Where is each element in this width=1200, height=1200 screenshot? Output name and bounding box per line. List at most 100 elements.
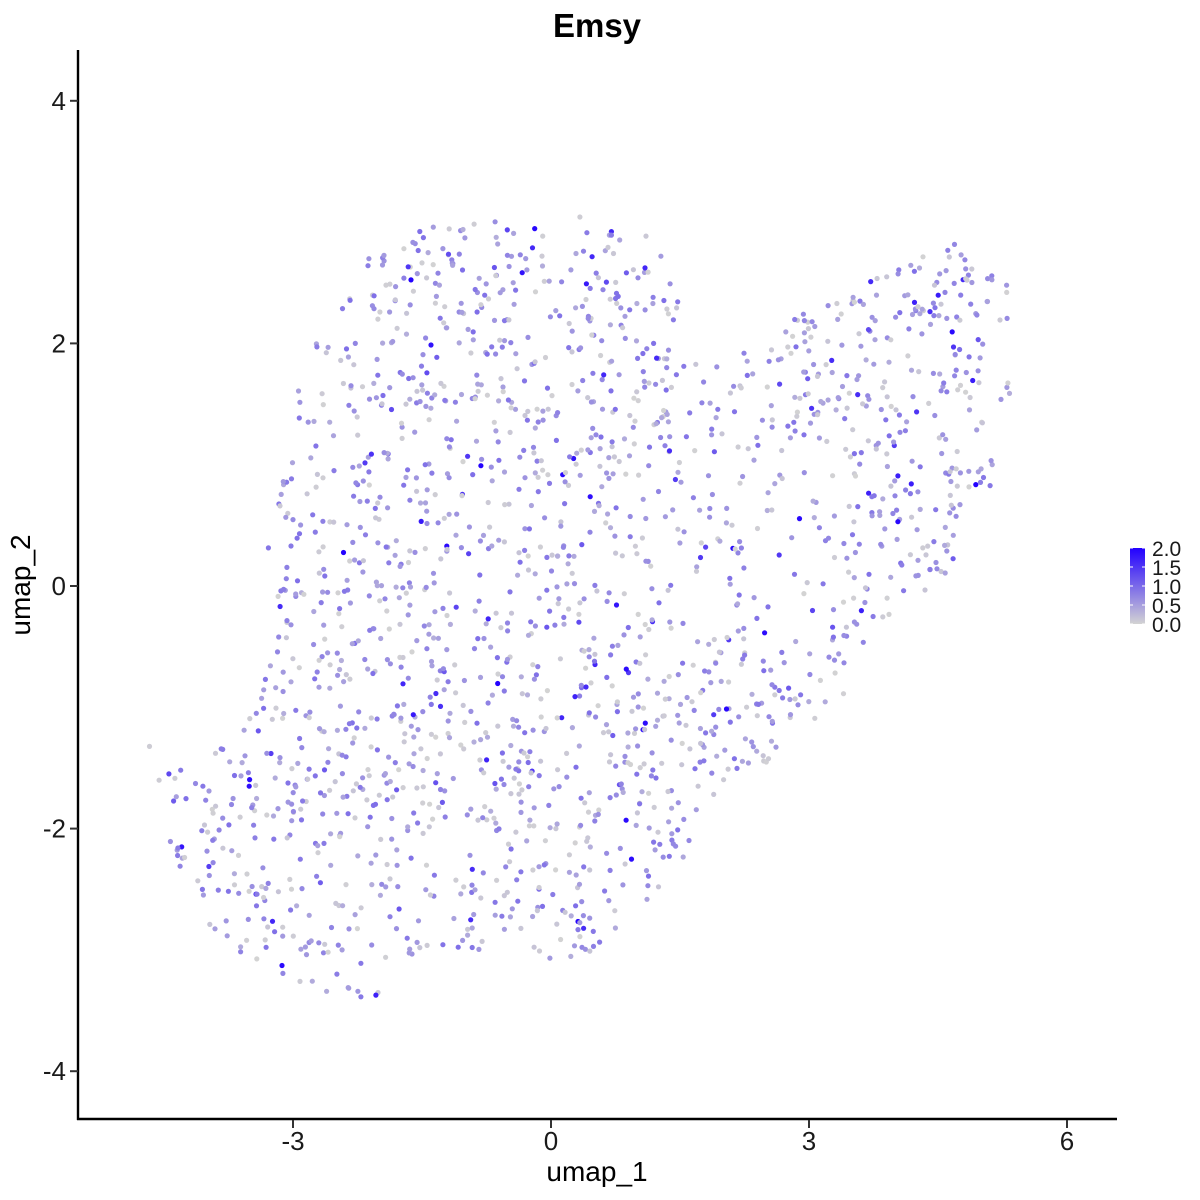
cell-point: [693, 361, 699, 367]
cell-point: [392, 297, 398, 303]
cell-point: [668, 625, 674, 631]
cell-point: [698, 540, 704, 546]
cell-point: [637, 634, 643, 640]
cell-point: [557, 313, 563, 319]
cell-point: [267, 663, 273, 669]
cell-point: [880, 614, 886, 620]
cell-point: [547, 314, 554, 320]
cell-point: [605, 244, 611, 250]
cell-point: [576, 743, 582, 749]
cell-point: [866, 490, 872, 496]
cell-point: [557, 656, 564, 662]
cell-point: [582, 946, 589, 952]
cell-point: [665, 419, 672, 425]
cell-point: [206, 863, 212, 870]
cell-point: [238, 944, 244, 950]
cell-point: [393, 538, 399, 544]
cell-point: [507, 589, 513, 595]
cell-point: [280, 669, 286, 675]
cell-point: [460, 702, 466, 709]
cell-point: [612, 925, 619, 931]
cell-point: [308, 455, 314, 461]
cell-point: [650, 767, 656, 773]
x-tick-label: 3: [802, 1126, 816, 1156]
cell-point: [650, 300, 656, 307]
cell-point: [298, 817, 305, 823]
cell-point: [381, 450, 387, 456]
cell-point: [320, 544, 326, 550]
cell-point: [930, 370, 937, 376]
cell-point: [573, 764, 579, 770]
cell-point: [587, 285, 593, 291]
cell-point: [866, 571, 872, 577]
cell-point: [471, 221, 477, 227]
cell-point: [602, 888, 608, 894]
cell-point: [492, 219, 498, 225]
cell-point: [927, 566, 933, 573]
cell-point: [583, 684, 589, 690]
cell-point: [440, 666, 446, 672]
cell-point: [544, 385, 551, 391]
cell-point: [623, 270, 630, 276]
cell-point: [965, 272, 972, 278]
cell-point: [937, 271, 943, 277]
cell-point: [402, 731, 408, 737]
cell-point: [382, 771, 388, 777]
cell-point: [294, 535, 300, 541]
cell-point: [540, 467, 546, 473]
cell-point: [504, 620, 511, 626]
cell-point: [316, 657, 322, 663]
cell-point: [207, 921, 213, 928]
cell-point: [387, 778, 393, 785]
cell-point: [613, 602, 620, 608]
cell-point: [239, 760, 245, 766]
cell-point: [552, 622, 558, 628]
cell-point: [593, 270, 599, 276]
cell-point: [320, 518, 326, 524]
cell-point: [755, 442, 761, 448]
cell-point: [515, 898, 521, 904]
cell-point: [871, 361, 877, 367]
cell-point: [434, 354, 440, 360]
cell-point: [407, 302, 413, 308]
cell-point: [587, 529, 593, 535]
cell-point: [609, 444, 615, 450]
cell-point: [459, 267, 466, 273]
cell-point: [423, 403, 429, 409]
cell-point: [237, 814, 243, 820]
cell-point: [857, 461, 863, 467]
cell-point: [968, 301, 974, 307]
cell-point: [625, 744, 631, 750]
cell-point: [337, 606, 343, 612]
cell-point: [262, 676, 268, 683]
cell-point: [261, 894, 267, 901]
cell-point: [374, 716, 380, 722]
cell-point: [775, 357, 782, 363]
cell-point: [284, 618, 290, 624]
cell-point: [525, 754, 531, 760]
cell-point: [393, 284, 399, 290]
cell-point: [483, 730, 489, 736]
cell-point: [525, 553, 531, 559]
cell-point: [325, 589, 331, 595]
cell-point: [754, 525, 761, 532]
cell-point: [790, 333, 796, 339]
cell-point: [744, 358, 750, 364]
cell-point: [511, 301, 517, 307]
cell-point: [577, 693, 583, 699]
cell-point: [340, 549, 347, 556]
cell-point: [852, 549, 859, 556]
cell-point: [420, 709, 426, 715]
cell-point: [525, 408, 531, 414]
cell-point: [384, 657, 390, 663]
cell-point: [272, 929, 278, 935]
cell-point: [531, 805, 537, 811]
cell-point: [378, 583, 385, 589]
cell-point: [644, 896, 650, 902]
cell-point: [448, 437, 454, 443]
cell-point: [295, 760, 301, 767]
cell-point: [897, 310, 903, 316]
cell-point: [357, 524, 363, 531]
cell-point: [627, 534, 633, 540]
cell-point: [569, 570, 575, 576]
